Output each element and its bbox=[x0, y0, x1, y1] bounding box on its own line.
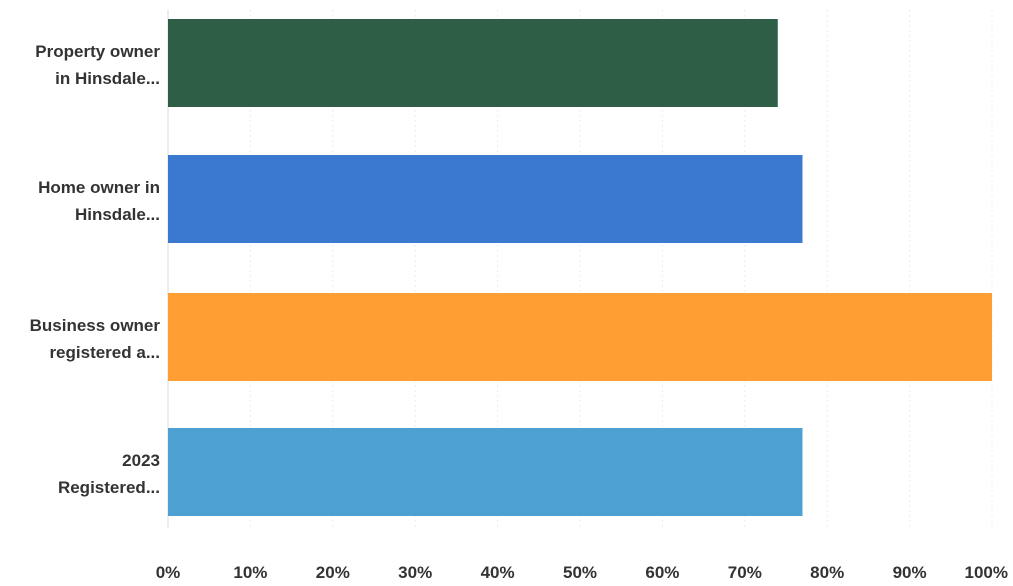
bar bbox=[168, 155, 803, 243]
x-tick-label: 40% bbox=[481, 563, 515, 582]
x-tick-label: 90% bbox=[893, 563, 927, 582]
x-tick-label: 0% bbox=[156, 563, 181, 582]
category-label-line: Business owner bbox=[30, 316, 161, 335]
category-label: Property owner in Hinsdale... bbox=[35, 42, 160, 88]
x-tick-label: 100% bbox=[965, 563, 1008, 582]
category-label-line: 2023 bbox=[122, 451, 160, 470]
category-label-line: Hinsdale... bbox=[75, 205, 160, 224]
x-tick-label: 30% bbox=[398, 563, 432, 582]
x-tick-label: 20% bbox=[316, 563, 350, 582]
category-label-line: Registered... bbox=[58, 478, 160, 497]
category-label-line: registered a... bbox=[49, 343, 160, 362]
category-label: Business owner registered a... bbox=[30, 316, 161, 362]
category-label: Home owner in Hinsdale... bbox=[38, 178, 160, 224]
bar bbox=[168, 428, 803, 516]
category-labels: Property owner in Hinsdale... Home owner i… bbox=[30, 42, 161, 497]
category-label: 2023 Registered... bbox=[58, 451, 160, 497]
x-tick-label: 70% bbox=[728, 563, 762, 582]
bars bbox=[168, 19, 992, 516]
x-tick-labels: 0% 10% 20% 30% 40% 50% 60% 70% 80% 90% 100% bbox=[156, 563, 1008, 582]
category-label-line: Home owner in bbox=[38, 178, 160, 197]
x-tick-label: 60% bbox=[645, 563, 679, 582]
bar bbox=[168, 19, 778, 107]
category-label-line: Property owner bbox=[35, 42, 160, 61]
x-tick-label: 50% bbox=[563, 563, 597, 582]
x-tick-label: 80% bbox=[810, 563, 844, 582]
x-tick-label: 10% bbox=[233, 563, 267, 582]
bar bbox=[168, 293, 992, 381]
category-label-line: in Hinsdale... bbox=[55, 69, 160, 88]
